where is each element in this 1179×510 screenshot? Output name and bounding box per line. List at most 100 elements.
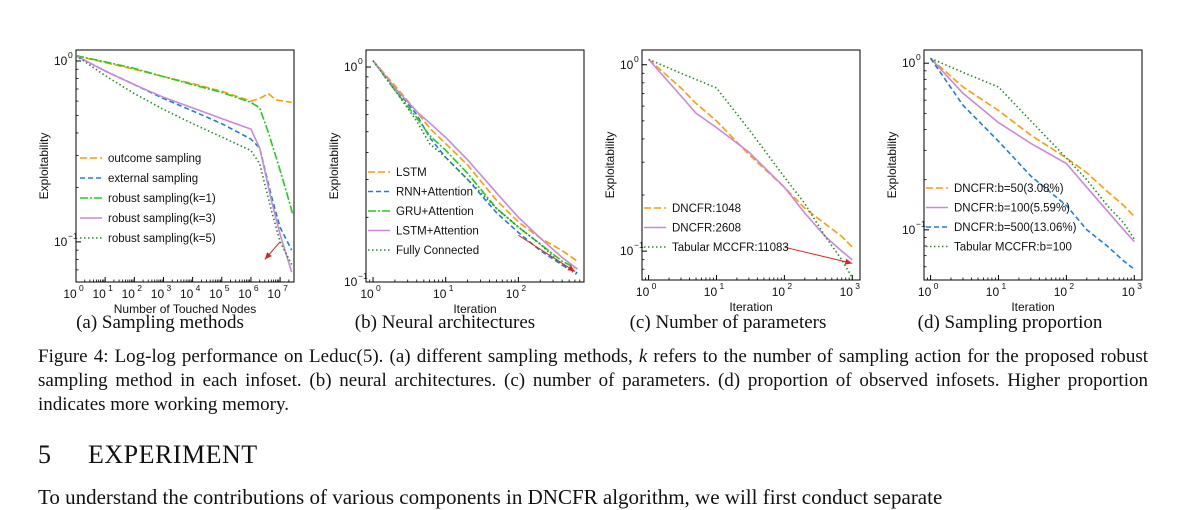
x-tick-exponent: 1 bbox=[719, 281, 724, 291]
series-line bbox=[76, 54, 292, 104]
x-axis-label: Iteration bbox=[453, 302, 496, 316]
series-line bbox=[930, 57, 1135, 243]
subcaption-b: (b) Neural architectures bbox=[354, 312, 536, 333]
x-tick-label: 10 bbox=[986, 285, 1000, 299]
figure-panel-c: 10 0 10 1 10 2 10 3 10 0 10 −1 Iteration Exploitabili… bbox=[598, 30, 868, 333]
y-tick-label: 10 bbox=[54, 235, 68, 249]
legend-label: DNCFR:b=500(13.06%) bbox=[954, 222, 1077, 234]
y-tick-exponent: 0 bbox=[358, 56, 363, 66]
plot-frame bbox=[923, 49, 1143, 281]
x-tick-label: 10 bbox=[636, 285, 650, 299]
series-line bbox=[76, 54, 293, 273]
series-line bbox=[648, 58, 853, 261]
x-tick-exponent: 2 bbox=[787, 281, 792, 291]
legend-label: RNN+Attention bbox=[396, 187, 473, 199]
x-tick-exponent: 0 bbox=[376, 283, 381, 293]
x-tick-label: 10 bbox=[151, 287, 165, 301]
y-axis-label: Exploitability bbox=[37, 133, 51, 200]
annotation-arrow bbox=[784, 246, 853, 264]
series-line bbox=[929, 57, 1135, 270]
y-tick-label: 10 bbox=[344, 275, 358, 289]
x-tick-exponent: 4 bbox=[196, 283, 201, 293]
section-heading: 5 EXPERIMENT bbox=[38, 440, 258, 470]
legend-label: GRU+Attention bbox=[396, 206, 474, 218]
annotation-arrowhead bbox=[567, 265, 575, 272]
x-tick-label: 10 bbox=[1054, 285, 1068, 299]
y-tick-exponent: 0 bbox=[916, 52, 921, 62]
annotation-arrow bbox=[518, 234, 576, 272]
y-axis-label: Exploitability bbox=[327, 133, 341, 200]
x-axis-label: Number of Touched Nodes bbox=[114, 302, 257, 316]
legend-label: Tabular MCCFR:b=100 bbox=[954, 242, 1072, 254]
x-tick-exponent: 7 bbox=[283, 283, 288, 293]
x-tick-label: 10 bbox=[506, 287, 520, 301]
y-tick-label: 10 bbox=[620, 244, 634, 258]
x-tick-label: 10 bbox=[63, 287, 77, 301]
section-title: EXPERIMENT bbox=[88, 440, 258, 469]
series-line bbox=[648, 58, 853, 248]
y-tick-exponent: 0 bbox=[634, 54, 639, 64]
annotation-arrowhead bbox=[264, 252, 272, 260]
x-tick-exponent: 0 bbox=[652, 281, 657, 291]
subcaption-d: (d) Sampling proportion bbox=[917, 312, 1103, 333]
x-axis-label: Iteration bbox=[729, 300, 772, 314]
series-line bbox=[930, 57, 1135, 218]
legend-label: LSTM bbox=[396, 167, 427, 179]
x-tick-exponent: 5 bbox=[225, 283, 230, 293]
caption-part1: Figure 4: Log-log performance on Leduc(5… bbox=[38, 346, 639, 367]
figure-panel-d: 10 0 10 1 10 2 10 3 10 0 10 −1 Iteration Exploitabili… bbox=[880, 30, 1150, 333]
x-tick-exponent: 2 bbox=[137, 283, 142, 293]
legend-label: DNCFR:2608 bbox=[672, 223, 741, 235]
figure-panel-a: 10 0 10 1 10 2 10 3 10 4 10 5 10 6 10 7 10 0 10 −1 Number of… bbox=[30, 30, 300, 333]
series-line bbox=[648, 58, 853, 279]
annotation-arrowhead bbox=[844, 258, 853, 265]
section-number: 5 bbox=[38, 440, 52, 469]
y-tick-label: 10 bbox=[902, 223, 916, 237]
x-tick-exponent: 3 bbox=[855, 281, 860, 291]
legend-label: outcome sampling bbox=[108, 153, 201, 165]
y-tick-label: 10 bbox=[620, 58, 634, 72]
figure-panel-b: 10 0 10 1 10 2 10 0 10 −1 Iteration Exploitability L… bbox=[322, 30, 592, 333]
x-tick-exponent: 1 bbox=[449, 283, 454, 293]
x-tick-label: 10 bbox=[918, 285, 932, 299]
x-tick-exponent: 6 bbox=[254, 283, 259, 293]
series-line bbox=[372, 60, 578, 270]
series-line bbox=[76, 54, 294, 216]
y-tick-label: 10 bbox=[902, 56, 916, 70]
y-tick-exponent: −1 bbox=[68, 231, 78, 241]
legend-label: LSTM+Attention bbox=[396, 226, 479, 238]
series-line bbox=[76, 54, 293, 251]
x-tick-exponent: 3 bbox=[1137, 281, 1142, 291]
chart-d: 10 0 10 1 10 2 10 310 010 −1IterationExploitabili… bbox=[885, 49, 1143, 314]
x-tick-label: 10 bbox=[267, 287, 281, 301]
x-tick-label: 10 bbox=[772, 285, 786, 299]
legend-label: external sampling bbox=[108, 173, 198, 185]
y-tick-exponent: −1 bbox=[358, 271, 368, 281]
x-tick-label: 10 bbox=[180, 287, 194, 301]
figure-caption: Figure 4: Log-log performance on Leduc(5… bbox=[38, 345, 1148, 417]
chart-c: 10 0 10 1 10 2 10 310 010 −1IterationExploitabili… bbox=[603, 49, 861, 314]
x-tick-label: 10 bbox=[840, 285, 854, 299]
legend-label: Tabular MCCFR:11083 bbox=[672, 242, 789, 254]
y-axis-label: Exploitability bbox=[885, 132, 899, 199]
x-tick-exponent: 0 bbox=[934, 281, 939, 291]
x-tick-exponent: 3 bbox=[166, 283, 171, 293]
y-tick-exponent: −1 bbox=[916, 219, 926, 229]
series-line bbox=[930, 57, 1135, 240]
y-axis-label: Exploitability bbox=[603, 132, 617, 199]
legend-label: DNCFR:b=100(5.59%) bbox=[954, 203, 1070, 215]
x-tick-label: 10 bbox=[360, 287, 374, 301]
caption-part2: refers to the number of sampling action … bbox=[38, 346, 1148, 415]
x-tick-label: 10 bbox=[433, 287, 447, 301]
y-tick-exponent: −1 bbox=[634, 240, 644, 250]
legend-label: robust sampling(k=1) bbox=[108, 193, 216, 205]
subcaption-a: (a) Sampling methods bbox=[76, 312, 244, 333]
legend-label: Fully Connected bbox=[396, 245, 479, 257]
x-tick-exponent: 1 bbox=[108, 283, 113, 293]
y-tick-label: 10 bbox=[344, 60, 358, 74]
subcaption-c: (c) Number of parameters bbox=[629, 312, 827, 333]
x-tick-exponent: 2 bbox=[1069, 281, 1074, 291]
x-tick-label: 10 bbox=[1122, 285, 1136, 299]
